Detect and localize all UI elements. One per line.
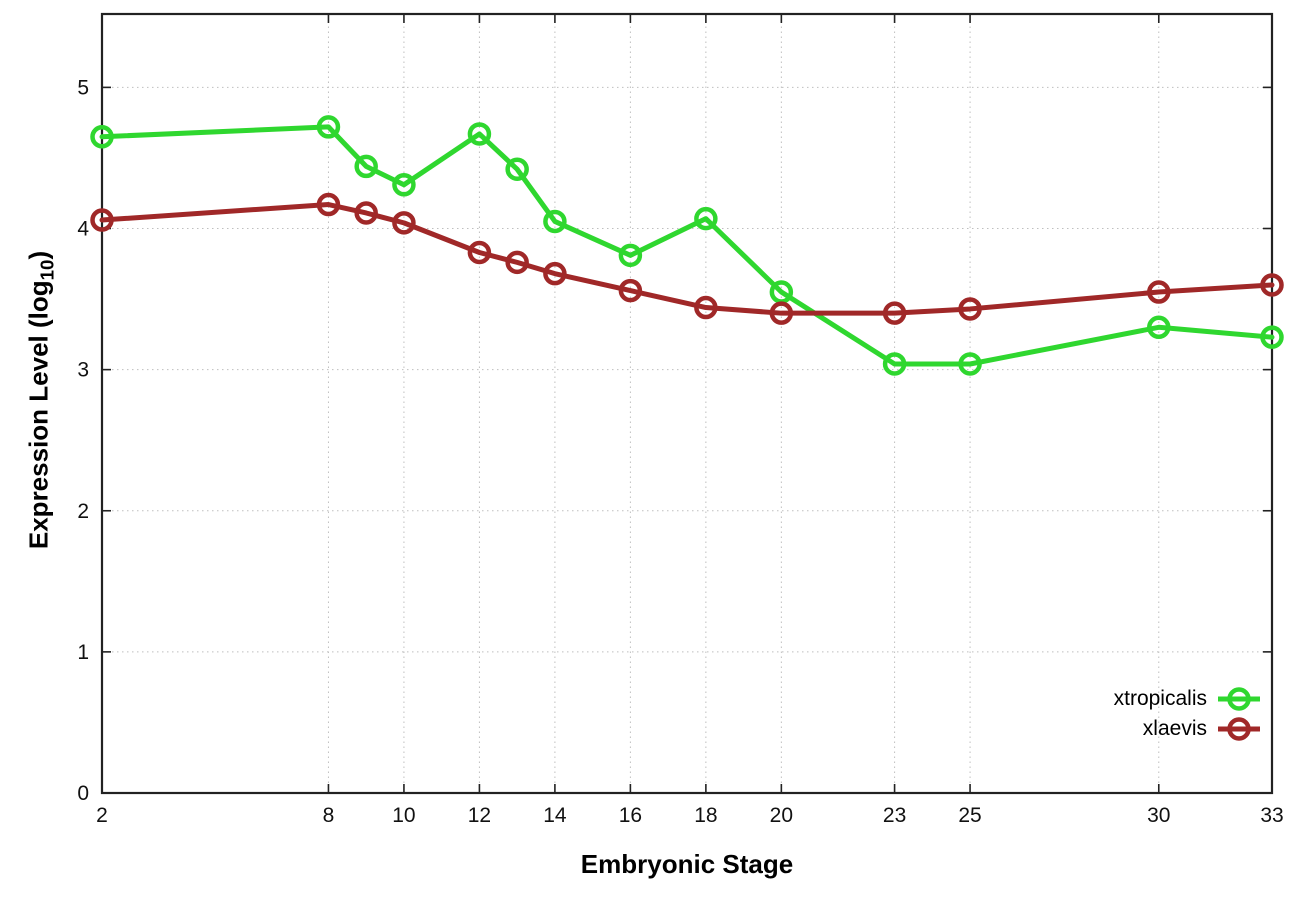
y-axis-title-text: Expression Level (log	[23, 280, 54, 550]
svg-text:4: 4	[77, 218, 89, 241]
svg-text:3: 3	[77, 359, 89, 382]
svg-text:33: 33	[1260, 804, 1283, 827]
svg-text:2: 2	[96, 804, 108, 827]
svg-text:23: 23	[883, 804, 906, 827]
series-xlaevis	[90, 192, 1284, 325]
svg-text:18: 18	[694, 804, 717, 827]
legend-marker-xtropicalis-icon	[1218, 687, 1260, 711]
plot-border	[100, 12, 1274, 795]
svg-text:12: 12	[468, 804, 491, 827]
y-axis-title-subscript: 10	[36, 259, 58, 281]
legend-label-xlaevis: xlaevis	[1142, 717, 1207, 740]
svg-text:0: 0	[77, 782, 89, 805]
x-axis-title: Embryonic Stage	[580, 849, 794, 879]
legend-entry-xtropicalis: xtropicalis	[1114, 686, 1262, 712]
x-tick-labels: 2 8 10 12 14 16 18 20 23 25 30 33	[96, 804, 1284, 827]
y-axis-title-close: )	[23, 250, 54, 260]
series-xtropicalis	[90, 115, 1284, 376]
y-tick-labels: 0 1 2 3 4 5	[77, 76, 89, 805]
svg-text:2: 2	[77, 500, 89, 523]
svg-text:10: 10	[392, 804, 415, 827]
legend-label-xtropicalis: xtropicalis	[1113, 687, 1207, 710]
axis-ticks	[101, 14, 1273, 794]
svg-text:30: 30	[1147, 804, 1170, 827]
y-axis-title: Expression Level (log10)	[23, 251, 58, 549]
legend-entry-xlaevis: xlaevis	[1143, 716, 1262, 742]
svg-text:14: 14	[543, 804, 567, 827]
legend: xtropicalis xlaevis	[1114, 686, 1262, 742]
svg-text:20: 20	[770, 804, 793, 827]
svg-text:16: 16	[619, 804, 642, 827]
svg-text:5: 5	[77, 76, 89, 99]
svg-text:25: 25	[958, 804, 981, 827]
legend-marker-xlaevis-icon	[1218, 717, 1260, 741]
svg-text:1: 1	[77, 641, 89, 664]
svg-text:8: 8	[323, 804, 335, 827]
